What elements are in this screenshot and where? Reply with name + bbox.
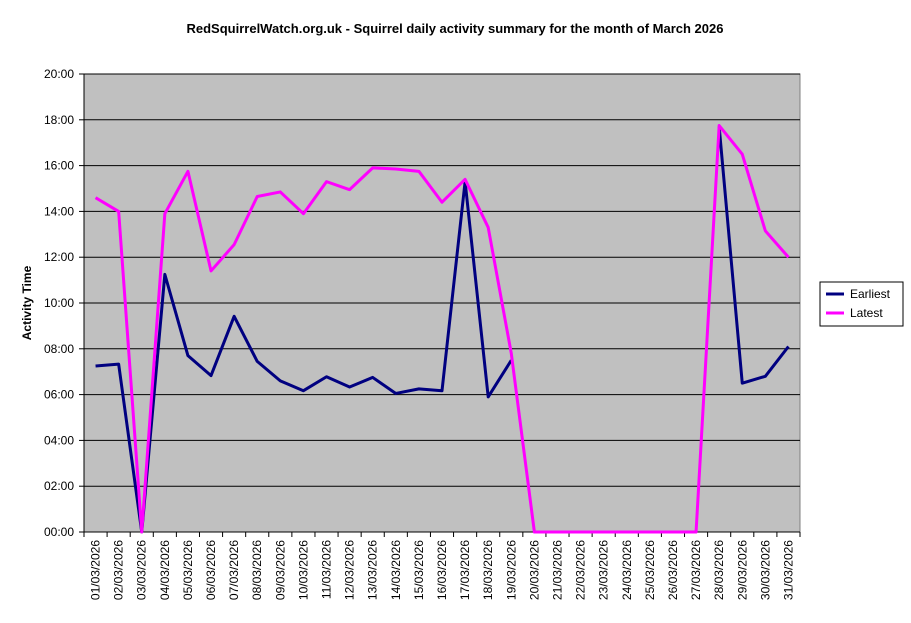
- y-axis-label: Activity Time: [20, 265, 34, 340]
- x-tick-label: 18/03/2026: [481, 540, 495, 600]
- series-lines: [94, 124, 790, 534]
- x-tick-label: 26/03/2026: [666, 540, 680, 600]
- x-tick-label: 31/03/2026: [781, 540, 795, 600]
- x-tick-label: 30/03/2026: [758, 540, 772, 600]
- x-tick-label: 04/03/2026: [158, 540, 172, 600]
- x-tick-label: 17/03/2026: [458, 540, 472, 600]
- x-tick-label: 15/03/2026: [412, 540, 426, 600]
- y-tick-labels: 00:00 02:00 04:00 06:00 08:00 10:00 12:00 14:00…: [44, 67, 74, 539]
- x-tick-label: 27/03/2026: [689, 540, 703, 600]
- x-tick-label: 13/03/2026: [366, 540, 380, 600]
- x-tick-label: 28/03/2026: [712, 540, 726, 600]
- y-tick-label: 18:00: [44, 113, 74, 127]
- x-tick-label: 16/03/2026: [435, 540, 449, 600]
- y-tick-label: 06:00: [44, 388, 74, 402]
- y-tick-label: 12:00: [44, 250, 74, 264]
- legend: Earliest Latest: [819, 281, 904, 327]
- gridlines: [84, 73, 800, 487]
- x-tick-labels: 01/03/2026 02/03/2026 03/03/2026 04/03/2026…: [89, 540, 796, 600]
- x-tick-label: 05/03/2026: [181, 540, 195, 600]
- x-tick-label: 19/03/2026: [504, 540, 518, 600]
- x-tick-label: 09/03/2026: [273, 540, 287, 600]
- y-tick-label: 02:00: [44, 479, 74, 493]
- x-tick-label: 01/03/2026: [89, 540, 103, 600]
- x-tick-label: 21/03/2026: [550, 540, 564, 600]
- x-tick-label: 11/03/2026: [320, 540, 334, 599]
- x-tick-label: 25/03/2026: [643, 540, 657, 600]
- x-tick-label: 24/03/2026: [620, 540, 634, 600]
- x-tick-label: 08/03/2026: [250, 540, 264, 600]
- x-tick-label: 22/03/2026: [574, 540, 588, 600]
- y-tick-label: 20:00: [44, 67, 74, 81]
- y-tick-label: 14:00: [44, 204, 74, 218]
- x-tick-label: 29/03/2026: [735, 540, 749, 600]
- x-tick-label: 14/03/2026: [389, 540, 403, 600]
- y-tick-label: 10:00: [44, 296, 74, 310]
- x-tick-label: 06/03/2026: [204, 540, 218, 600]
- x-tick-label: 07/03/2026: [227, 540, 241, 600]
- x-tick-label: 10/03/2026: [296, 540, 310, 600]
- legend-label: Latest: [850, 306, 883, 320]
- y-tick-label: 08:00: [44, 342, 74, 356]
- x-tick-label: 02/03/2026: [112, 540, 126, 600]
- legend-label: Earliest: [850, 287, 891, 301]
- chart-title: RedSquirrelWatch.org.uk - Squirrel daily…: [187, 21, 724, 36]
- y-tick-label: 04:00: [44, 433, 74, 447]
- y-tick-label: 16:00: [44, 159, 74, 173]
- x-tick-label: 23/03/2026: [597, 540, 611, 600]
- series-line-latest: [94, 124, 790, 534]
- legend-box: [819, 281, 904, 327]
- y-tick-label: 00:00: [44, 525, 74, 539]
- series-line-earliest: [95, 126, 790, 534]
- x-tick-label: 12/03/2026: [343, 540, 357, 600]
- x-tick-label: 03/03/2026: [135, 540, 149, 600]
- x-tick-label: 20/03/2026: [527, 540, 541, 600]
